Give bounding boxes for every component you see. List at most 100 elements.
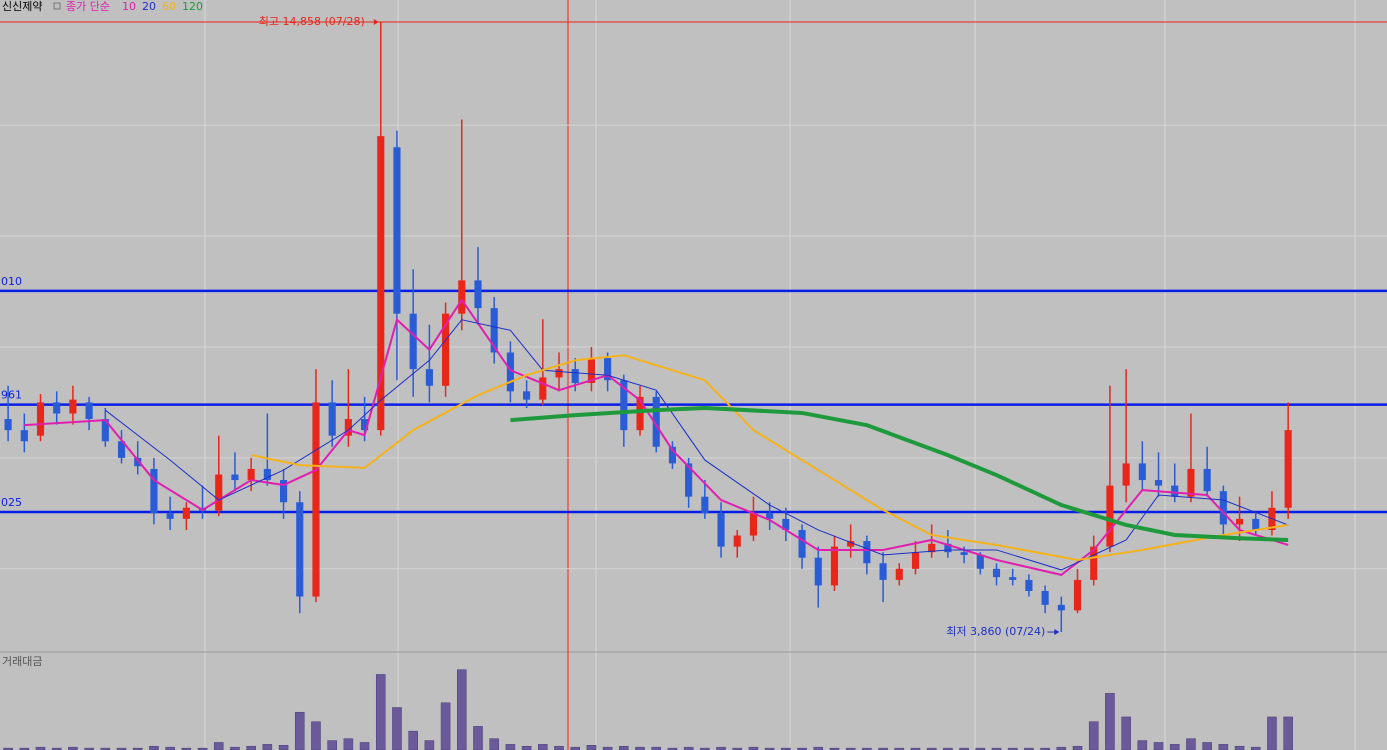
candle-body — [928, 543, 936, 553]
candle-body — [587, 358, 595, 383]
level-label: 10,010 — [0, 275, 22, 288]
volume-bar — [375, 674, 386, 750]
candle-body — [1106, 485, 1114, 547]
candle-body — [506, 352, 514, 392]
candle-body — [4, 419, 12, 431]
candle-body — [20, 430, 28, 442]
moving-average — [250, 354, 1289, 561]
candle-body — [296, 502, 304, 597]
candle-body — [166, 513, 174, 519]
candle-body — [1235, 518, 1244, 525]
volume-bar — [149, 745, 159, 750]
annotation-low: 최저 3,860 (07/24) — [946, 625, 1045, 638]
candle-body — [425, 369, 433, 386]
volume-label: 거래대금 — [2, 655, 42, 668]
candle-body — [393, 147, 401, 314]
candle-body — [1252, 518, 1260, 530]
candle-body — [798, 529, 806, 558]
volume-bar — [1056, 746, 1067, 750]
candle-body — [377, 136, 385, 431]
annotation-high: 최고 14,858 (07/28) — [259, 15, 365, 28]
volume-bar — [683, 746, 694, 750]
volume-bar — [1267, 716, 1277, 750]
candle-body — [992, 568, 1001, 578]
volume-bar — [262, 744, 273, 750]
candle-body — [101, 419, 109, 442]
volume-bar — [1186, 738, 1196, 750]
candle-body — [1009, 577, 1017, 580]
candle-body — [150, 468, 158, 514]
volume-bar — [489, 738, 499, 750]
volume-bar — [651, 746, 662, 750]
candle-body — [1041, 590, 1049, 605]
candle-body — [539, 377, 547, 400]
candle-body — [1122, 463, 1130, 486]
candle-body — [36, 402, 45, 436]
candle-body — [1219, 491, 1227, 525]
annotation-arrowhead — [1054, 629, 1060, 636]
candle-body — [1203, 468, 1211, 492]
candle-body — [620, 380, 628, 431]
volume-bar — [1072, 745, 1083, 750]
candle-body — [604, 358, 612, 381]
candle-body — [1171, 485, 1179, 497]
candle-body — [944, 543, 952, 553]
volume-bar — [294, 711, 305, 750]
volume-bar — [1218, 744, 1229, 750]
candle-body — [247, 468, 255, 481]
volume-bar — [1105, 693, 1115, 750]
candle-body — [960, 552, 968, 555]
volume-bar — [35, 746, 46, 750]
candle-body — [134, 457, 142, 467]
candle-body — [1187, 468, 1195, 497]
settings-icon[interactable] — [53, 2, 61, 10]
volume-bar — [602, 746, 613, 750]
volume-bar — [570, 746, 581, 750]
moving-average — [510, 405, 1289, 542]
volume-bar — [1283, 716, 1293, 750]
candle-body — [231, 474, 239, 481]
volume-bar — [813, 746, 824, 750]
candle-body — [117, 441, 126, 458]
volume-bar — [505, 744, 516, 750]
candle-body — [53, 402, 61, 414]
candle-body — [879, 563, 887, 580]
candle-body — [911, 552, 920, 569]
candle-body — [976, 554, 984, 569]
volume-bar — [635, 746, 645, 750]
ma-legend: 10 — [122, 0, 136, 13]
candle-body — [1154, 480, 1163, 486]
candle-body — [847, 541, 855, 547]
candle-body — [1073, 579, 1082, 611]
ma-legend: 60 — [162, 0, 176, 13]
candle-body — [344, 419, 352, 436]
candle-body — [312, 402, 320, 597]
volume-bar — [1137, 740, 1148, 750]
candle-body — [555, 369, 563, 378]
candle-body — [1138, 463, 1146, 481]
volume-bar — [586, 745, 597, 750]
candle-body — [490, 308, 498, 353]
candle-body — [830, 546, 839, 586]
volume-bar — [343, 738, 354, 750]
candle-body — [458, 280, 466, 314]
candle-body — [474, 280, 482, 309]
candle-body — [668, 446, 677, 464]
candle-body — [863, 541, 871, 564]
candle-body — [409, 313, 417, 370]
candle-body — [652, 396, 660, 447]
volume-bar — [1202, 742, 1212, 750]
candle-body — [895, 568, 903, 580]
volume-bar — [278, 745, 289, 750]
volume-bar — [359, 742, 370, 750]
candle-body — [279, 480, 288, 503]
candle-body — [69, 399, 77, 414]
candle-body — [1057, 604, 1065, 611]
volume-bar — [392, 707, 402, 750]
volume-bar — [424, 740, 435, 750]
candle-body — [215, 474, 223, 511]
annotation-arrowhead — [373, 19, 379, 26]
volume-bar — [408, 730, 418, 750]
